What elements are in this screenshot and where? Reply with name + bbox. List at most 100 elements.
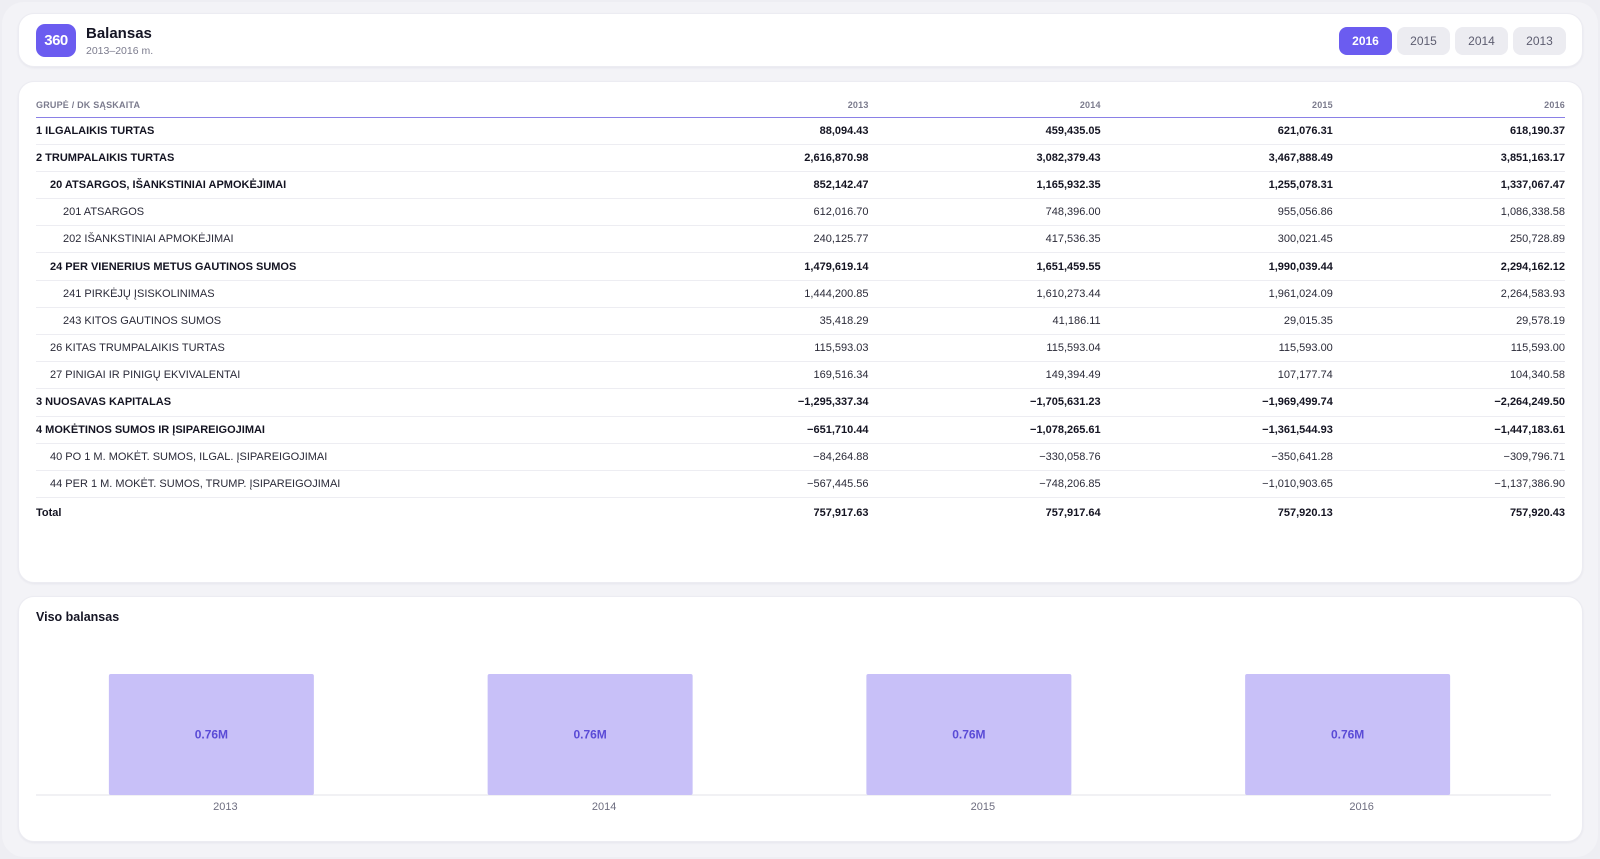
- value-cell-2013: −84,264.88: [636, 443, 869, 471]
- x-tick-label-2013: 2013: [213, 801, 237, 813]
- total-balance-chart-card: Viso balansas 0.76M 2013 0.76M 2014 0.76M 201…: [18, 596, 1583, 842]
- value-cell-2014: 3,082,379.43: [868, 144, 1101, 172]
- account-name-cell: 4 MOKĖTINOS SUMOS IR ĮSIPAREIGOJIMAI: [36, 416, 637, 444]
- value-cell-2014: 1,610,273.44: [868, 280, 1101, 308]
- table-row: 44 PER 1 M. MOKĖT. SUMOS, TRUMP. ĮSIPARE…: [36, 470, 1565, 499]
- bar-2015[interactable]: [866, 674, 1072, 795]
- value-cell-2015: 955,056.86: [1100, 198, 1333, 227]
- value-cell-2013: 1,444,200.85: [636, 280, 869, 308]
- table-row: 202 IŠANKSTINIAI APMOKĖJIMAI 240,125.77 41…: [36, 225, 1565, 254]
- column-header-2015: 2015: [1100, 94, 1333, 118]
- value-cell-2015: 107,177.74: [1100, 361, 1333, 390]
- value-cell-2015: 621,076.31: [1100, 117, 1333, 145]
- value-cell-2014: −1,078,265.61: [868, 416, 1101, 444]
- value-cell-2014: −1,705,631.23: [868, 388, 1101, 417]
- value-cell-2013: 240,125.77: [636, 225, 869, 254]
- account-name-cell: 24 PER VIENERIUS METUS GAUTINOS SUMOS: [36, 252, 637, 281]
- value-cell-2016: 115,593.00: [1332, 334, 1565, 363]
- bar-data-label-2014: 0.76M: [573, 728, 606, 742]
- value-cell-2014: 748,396.00: [868, 198, 1101, 227]
- value-cell-2013: 115,593.03: [636, 334, 869, 363]
- x-tick-label-2016: 2016: [1349, 801, 1373, 813]
- value-cell-2014: 115,593.04: [868, 334, 1101, 363]
- bar-2013[interactable]: [108, 674, 314, 795]
- value-cell-2013: 1,479,619.14: [636, 252, 869, 281]
- bar-data-label-2016: 0.76M: [1331, 728, 1364, 742]
- year-button-2015[interactable]: 2015: [1397, 27, 1450, 55]
- total-row: Total 757,917.63 757,917.64 757,920.13 757,9…: [36, 497, 1565, 529]
- value-cell-2013: 612,016.70: [636, 198, 869, 227]
- year-selector: 2016 2015 2014 2013: [1339, 27, 1566, 55]
- year-button-2014[interactable]: 2014: [1455, 27, 1508, 55]
- table-row: 26 KITAS TRUMPALAIKIS TURTAS 115,593.03 11…: [36, 334, 1565, 363]
- value-cell-2013: 852,142.47: [636, 171, 869, 200]
- column-header-2016: 2016: [1332, 94, 1565, 118]
- value-cell-2013: 88,094.43: [636, 117, 869, 145]
- chart-title: Viso balansas: [36, 610, 120, 624]
- account-name-cell: 2 TRUMPALAIKIS TURTAS: [36, 144, 637, 172]
- column-header-2014: 2014: [868, 94, 1101, 118]
- x-tick-label-2014: 2014: [592, 801, 616, 813]
- value-cell-2015: 300,021.45: [1100, 225, 1333, 254]
- account-name-cell: 202 IŠANKSTINIAI APMOKĖJIMAI: [36, 225, 637, 254]
- value-cell-2015: 29,015.35: [1100, 307, 1333, 336]
- value-cell-2015: 115,593.00: [1100, 334, 1333, 363]
- value-cell-2015: −1,361,544.93: [1100, 416, 1333, 444]
- value-cell-2015: −1,969,499.74: [1100, 388, 1333, 417]
- value-cell-2013: 35,418.29: [636, 307, 869, 336]
- table-row: 27 PINIGAI IR PINIGŲ EKVIVALENTAI 169,516…: [36, 361, 1565, 390]
- year-button-2013[interactable]: 2013: [1513, 27, 1566, 55]
- value-cell-2014: 1,651,459.55: [868, 252, 1101, 281]
- column-header-account: GRUPĖ / DK SĄSKAITA: [36, 94, 637, 118]
- account-name-cell: 1 ILGALAIKIS TURTAS: [36, 117, 637, 145]
- value-cell-2014: 459,435.05: [868, 117, 1101, 145]
- value-cell-2015: 1,255,078.31: [1100, 171, 1333, 200]
- app-logo: 360: [36, 24, 76, 57]
- value-cell-2014: 149,394.49: [868, 361, 1101, 390]
- value-cell-2016: 3,851,163.17: [1332, 144, 1565, 172]
- table-row: 20 ATSARGOS, IŠANKSTINIAI APMOKĖJIMAI 852…: [36, 171, 1565, 200]
- bar-data-label-2015: 0.76M: [952, 728, 985, 742]
- account-name-cell: 44 PER 1 M. MOKĖT. SUMOS, TRUMP. ĮSIPARE…: [36, 470, 637, 499]
- value-cell-2013: 2,616,870.98: [636, 144, 869, 172]
- account-name-cell: 40 PO 1 M. MOKĖT. SUMOS, ILGAL. ĮSIPAREI…: [36, 443, 637, 471]
- value-cell-2016: −309,796.71: [1332, 443, 1565, 471]
- bar-chart: 0.76M 2013 0.76M 2014 0.76M 2015 0.76M 2016: [36, 674, 1551, 813]
- value-cell-2015: 1,961,024.09: [1100, 280, 1333, 308]
- year-button-2016[interactable]: 2016: [1339, 27, 1392, 55]
- value-cell-2015: 3,467,888.49: [1100, 144, 1333, 172]
- value-cell-2016: 1,086,338.58: [1332, 198, 1565, 227]
- value-cell-2016: −1,137,386.90: [1332, 470, 1565, 499]
- value-cell-2016: 2,264,583.93: [1332, 280, 1565, 308]
- value-cell-2016: −2,264,249.50: [1332, 388, 1565, 417]
- balance-table: GRUPĖ / DK SĄSKAITA 2013 2014 2015 2016 …: [36, 94, 1565, 529]
- bar-data-label-2013: 0.76M: [195, 728, 228, 742]
- value-cell-2016: 618,190.37: [1332, 117, 1565, 145]
- account-name-cell: 3 NUOSAVAS KAPITALAS: [36, 388, 637, 417]
- table-body: 1 ILGALAIKIS TURTAS 88,094.43 459,435.05 62…: [36, 117, 1565, 529]
- value-cell-2014: 1,165,932.35: [868, 171, 1101, 200]
- value-cell-2014: 417,536.35: [868, 225, 1101, 254]
- account-name-cell: 201 ATSARGOS: [36, 198, 637, 227]
- bar-2016[interactable]: [1245, 674, 1451, 795]
- value-cell-2013: 169,516.34: [636, 361, 869, 390]
- value-cell-2016: −1,447,183.61: [1332, 416, 1565, 444]
- account-name-cell: 241 PIRKĖJŲ ĮSISKOLINIMAS: [36, 280, 637, 308]
- balance-table-card: GRUPĖ / DK SĄSKAITA 2013 2014 2015 2016 …: [18, 81, 1583, 583]
- total-value-2013: 757,917.63: [636, 497, 869, 529]
- value-cell-2013: −1,295,337.34: [636, 388, 869, 417]
- account-name-cell: 27 PINIGAI IR PINIGŲ EKVIVALENTAI: [36, 361, 637, 390]
- total-value-2014: 757,917.64: [868, 497, 1101, 529]
- table-row: 2 TRUMPALAIKIS TURTAS 2,616,870.98 3,082,3…: [36, 144, 1565, 172]
- value-cell-2015: 1,990,039.44: [1100, 252, 1333, 281]
- page-header: 360 Balansas 2013–2016 m. 2016 2015 2014…: [18, 13, 1583, 67]
- page-subtitle: 2013–2016 m.: [86, 45, 154, 57]
- bar-2014[interactable]: [487, 674, 693, 795]
- total-label: Total: [36, 497, 637, 529]
- value-cell-2013: −651,710.44: [636, 416, 869, 444]
- account-name-cell: 26 KITAS TRUMPALAIKIS TURTAS: [36, 334, 637, 363]
- table-row: 1 ILGALAIKIS TURTAS 88,094.43 459,435.05 62…: [36, 117, 1565, 145]
- value-cell-2016: 29,578.19: [1332, 307, 1565, 336]
- page-title: Balansas: [86, 25, 152, 42]
- value-cell-2016: 1,337,067.47: [1332, 171, 1565, 200]
